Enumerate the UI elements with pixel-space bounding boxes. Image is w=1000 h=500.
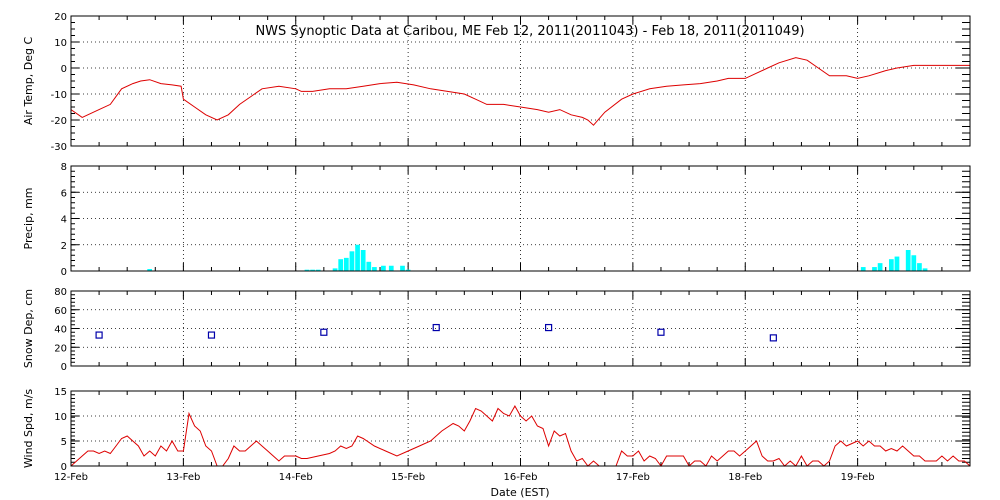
y-tick-label: -20: [51, 116, 67, 127]
precip-bar: [147, 269, 153, 271]
precip-bar: [860, 267, 866, 271]
precip-bar: [315, 269, 321, 271]
y-axis-label: Snow Dep, cm: [22, 289, 35, 368]
precip-bar: [877, 263, 883, 271]
y-tick-label: -10: [51, 90, 67, 101]
chart-title: NWS Synoptic Data at Caribou, ME Feb 12,…: [255, 24, 804, 39]
y-tick-label: 20: [54, 12, 67, 23]
panel-snow-depth: 0 20 40 60 80 Snow Dep, cm: [22, 287, 971, 373]
y-tick-label: -30: [51, 142, 67, 153]
precip-bar: [388, 265, 394, 271]
precip-bar: [381, 265, 386, 271]
panel-air-temp: -30 -20 -10 0 10 20 Air Temp, Deg C: [22, 12, 971, 153]
precip-bar: [332, 268, 338, 271]
x-tick-label: 12-Feb: [54, 472, 88, 483]
precip-bar: [304, 269, 310, 271]
panel-frame: [70, 390, 971, 467]
panel-wind-speed: 0 5 10 15 Wind Spd, m/s: [22, 387, 971, 473]
x-tick-label: 16-Feb: [503, 472, 537, 483]
snow-depth-point: [320, 328, 328, 336]
precip-bar: [922, 268, 928, 271]
precip-bar: [310, 269, 315, 271]
panel-frame: [70, 290, 971, 367]
snow-depth-point: [95, 331, 103, 339]
y-tick-label: 6: [61, 188, 67, 199]
panel-precip: 0 2 4 6 8 Precip, mm: [22, 162, 971, 278]
precip-bar: [372, 267, 377, 271]
x-tick-label: 15-Feb: [391, 472, 425, 483]
y-axis-label: Air Temp, Deg C: [22, 37, 35, 126]
x-axis-label: Date (EST): [490, 486, 549, 499]
x-tick-label: 13-Feb: [166, 472, 200, 483]
y-tick-label: 10: [54, 38, 67, 49]
y-tick-label: 0: [61, 362, 67, 373]
precip-bar: [400, 265, 405, 271]
precip-bar: [355, 244, 360, 271]
y-tick-label: 80: [54, 287, 67, 298]
series-line-air-temp: [70, 57, 970, 126]
snow-depth-point: [769, 334, 777, 342]
y-tick-label: 0: [61, 267, 67, 278]
snow-depth-point: [432, 323, 440, 332]
precip-bar: [894, 256, 900, 271]
x-tick-label: 18-Feb: [728, 472, 762, 483]
y-tick-label: 60: [54, 306, 67, 317]
precip-bar: [343, 257, 349, 271]
chart-panels: -30 -20 -10 0 10 20 Air Temp, Deg C 0 2 4 6 8 Precip…: [22, 12, 971, 483]
panel-frame: [70, 15, 971, 147]
y-tick-label: 4: [61, 215, 67, 226]
precip-bar: [872, 267, 877, 271]
y-tick-label: 20: [54, 343, 67, 354]
precip-bar: [338, 259, 344, 271]
y-tick-label: 15: [54, 387, 67, 398]
y-tick-label: 0: [61, 64, 67, 75]
series-line-wind-speed: [70, 404, 971, 467]
precip-bar: [917, 263, 922, 271]
panel-frame: [70, 165, 971, 272]
snow-depth-point: [544, 323, 553, 332]
precip-bar: [905, 250, 911, 271]
precip-bar: [911, 255, 917, 271]
y-tick-label: 0: [61, 462, 67, 473]
x-tick-label: 19-Feb: [841, 472, 875, 483]
precip-bar: [405, 269, 411, 271]
x-tick-label: 14-Feb: [279, 472, 313, 483]
snow-depth-point: [657, 328, 665, 336]
x-tick-label: 17-Feb: [616, 472, 650, 483]
y-tick-label: 40: [54, 325, 67, 336]
precip-bar: [366, 261, 372, 271]
precip-bar: [888, 259, 894, 271]
y-axis-label: Wind Spd, m/s: [22, 389, 35, 469]
y-tick-label: 5: [61, 437, 67, 448]
precip-bar: [349, 251, 355, 271]
precip-bar: [360, 250, 366, 271]
snow-depth-point: [207, 331, 216, 339]
y-tick-label: 2: [61, 241, 67, 252]
y-axis-label: Precip, mm: [22, 188, 35, 250]
y-tick-label: 10: [54, 412, 67, 423]
y-tick-label: 8: [61, 162, 67, 173]
